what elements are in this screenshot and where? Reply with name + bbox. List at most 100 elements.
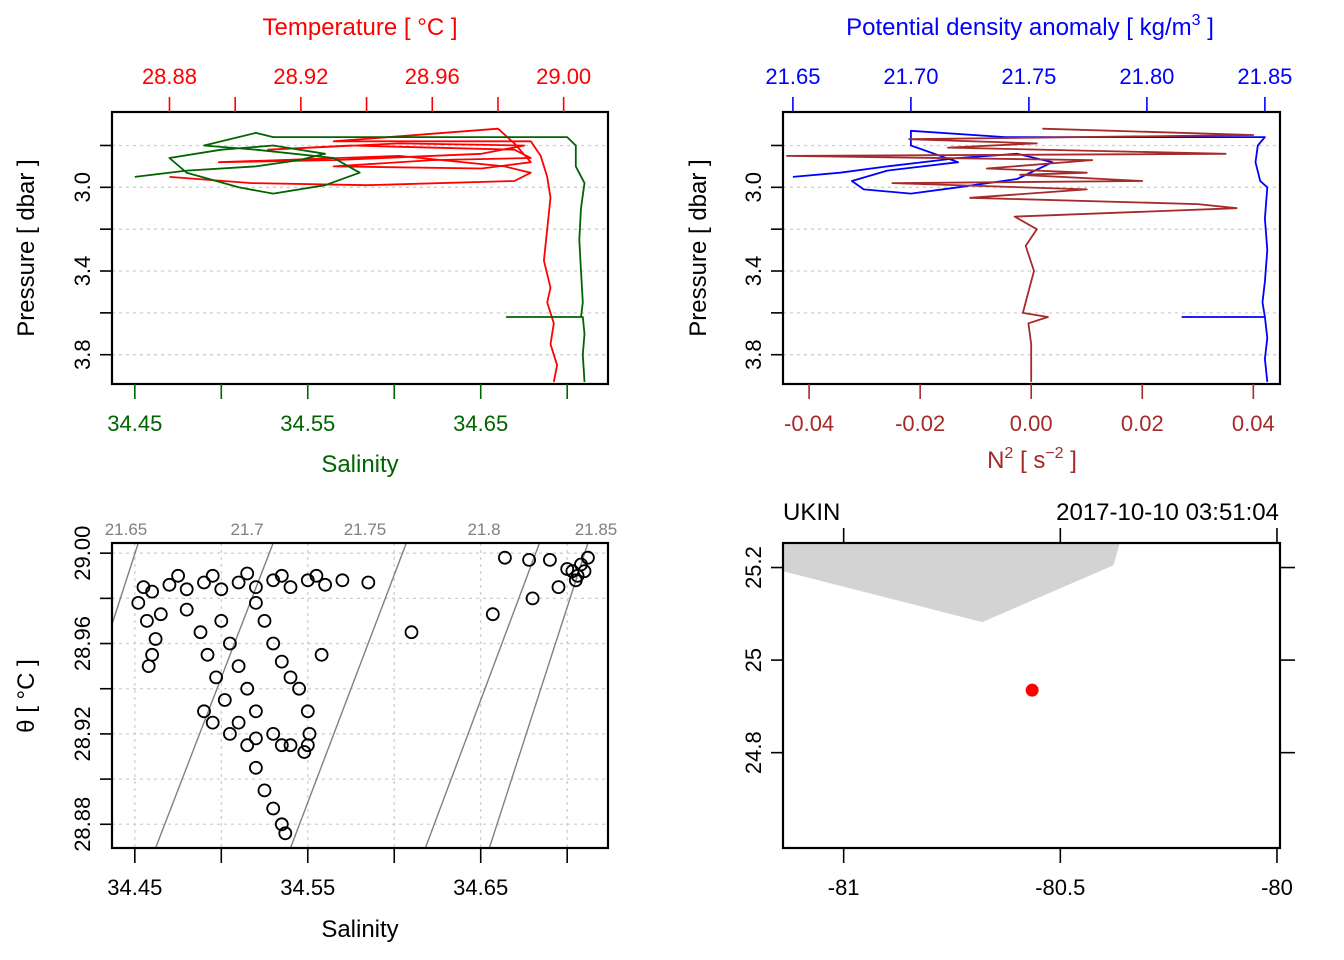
top-tick-label: 28.88	[142, 64, 197, 89]
top-tick-label: 21.75	[1001, 64, 1056, 89]
ts-point	[214, 582, 229, 597]
ts-point	[522, 553, 536, 567]
ts-point	[240, 566, 255, 581]
isopycnal-label: 21.8	[467, 520, 500, 539]
ts-point	[139, 614, 154, 628]
y-tick-label: 28.88	[70, 797, 95, 852]
ts-point	[318, 577, 333, 592]
ts-point	[283, 670, 298, 685]
ts-point	[404, 625, 419, 640]
ts-point	[171, 568, 186, 583]
ts-point	[335, 573, 350, 588]
ts-point	[231, 659, 246, 673]
bottom-tick-label: 34.65	[453, 411, 508, 436]
isopycnal-line	[154, 543, 274, 848]
top-tick-label: 29.00	[536, 64, 591, 89]
y-tick-label: 3.0	[70, 172, 95, 203]
ts-point	[257, 614, 272, 628]
isopycnal-label: 21.75	[344, 520, 387, 539]
ts-point	[302, 727, 317, 741]
y-tick-label: 3.4	[70, 256, 95, 287]
isopycnal-line	[424, 543, 541, 848]
ts-point	[274, 817, 289, 832]
ts-point	[248, 704, 263, 719]
series-temperature	[169, 127, 558, 383]
ts-point	[209, 670, 224, 685]
ts-point	[197, 575, 211, 590]
x-tick-label: 34.55	[280, 875, 335, 900]
ts-point	[205, 715, 220, 730]
ts-point	[200, 647, 215, 662]
ts-point	[248, 760, 263, 775]
ts-point	[197, 704, 211, 719]
ts-point	[565, 564, 580, 579]
density-axis-title: Potential density anomaly [ kg/m3 ]	[846, 12, 1214, 41]
station-marker	[1025, 683, 1039, 697]
x-tick-label: 34.45	[107, 875, 162, 900]
ts-point	[309, 568, 324, 583]
y-tick-label: 3.4	[741, 256, 766, 287]
y-tick-label: 28.96	[70, 616, 95, 671]
ts-point	[278, 826, 293, 841]
ts-point	[231, 575, 246, 590]
series-salinity	[134, 132, 586, 382]
panel-ts-diagram: 21.65 21.7 21.75 21.8 21.85 34.45 34.55 34.65 2…	[13, 520, 617, 943]
bottom-tick-label: 34.55	[280, 411, 335, 436]
lat-tick-label: 25.2	[741, 546, 766, 589]
top-tick-label: 21.80	[1119, 64, 1174, 89]
pressure-axis-title-2: Pressure [ dbar ]	[685, 159, 712, 336]
x-tick-label: 34.65	[453, 875, 508, 900]
salinity-axis-title: Salinity	[321, 451, 398, 478]
top-tick-label: 21.85	[1237, 64, 1292, 89]
bottom-tick-label: 0.00	[1010, 411, 1053, 436]
panel-temperature-salinity-profile: Temperature [ °C ] 3.0 3.4 3.8 28.88 28.92 28…	[13, 14, 610, 478]
ts-point	[141, 659, 156, 673]
bottom-tick-label: 34.45	[107, 411, 162, 436]
top-tick-label: 28.92	[273, 64, 328, 89]
ts-point	[283, 580, 298, 594]
ts-point	[222, 727, 237, 741]
ts-point	[148, 632, 163, 646]
isopycnal-label: 21.85	[575, 520, 618, 539]
ts-point	[274, 568, 289, 583]
ts-point	[300, 704, 315, 719]
top-tick-label: 28.96	[405, 64, 460, 89]
series-potential-density-anomaly	[792, 129, 1269, 382]
ts-point	[543, 553, 557, 567]
pressure-axis-title: Pressure [ dbar ]	[13, 159, 40, 336]
isopycnal-line	[112, 543, 139, 627]
ts-point	[497, 550, 512, 565]
lat-tick-label: 24.8	[741, 731, 766, 774]
station-name-label: UKIN	[783, 499, 840, 526]
y-tick-label: 3.0	[741, 172, 766, 203]
ts-point	[222, 636, 237, 651]
ts-point	[214, 614, 229, 628]
ts-point	[292, 681, 307, 696]
ts-point	[145, 584, 160, 599]
lon-tick-label: -80.5	[1035, 875, 1085, 900]
n2-axis-title: N2 [ s−2 ]	[987, 445, 1077, 474]
y-tick-label: 29.00	[70, 526, 95, 581]
ts-xlabel: Salinity	[321, 916, 398, 943]
ts-point	[179, 582, 194, 597]
ts-point	[248, 731, 263, 746]
ts-point	[145, 647, 160, 662]
panel-density-n2-profile: Potential density anomaly [ kg/m3 ] 3.0 3…	[685, 12, 1292, 474]
y-tick-label: 3.8	[70, 339, 95, 370]
isopycnal-line	[488, 543, 589, 848]
bottom-tick-label: 0.02	[1121, 411, 1164, 436]
series-n-	[786, 127, 1255, 382]
ts-point	[240, 738, 255, 753]
ts-point	[551, 580, 566, 594]
station-timestamp-label: 2017-10-10 03:51:04	[1056, 499, 1279, 526]
ts-point	[266, 636, 281, 651]
bottom-tick-label: -0.02	[895, 411, 945, 436]
ts-point	[162, 577, 177, 592]
temperature-axis-title: Temperature [ °C ]	[263, 14, 458, 41]
ts-point	[525, 591, 540, 606]
ts-point	[266, 727, 281, 741]
ts-point	[361, 575, 376, 590]
ts-point	[257, 783, 272, 798]
plot-frame	[110, 541, 610, 850]
plot-frame	[110, 110, 610, 386]
